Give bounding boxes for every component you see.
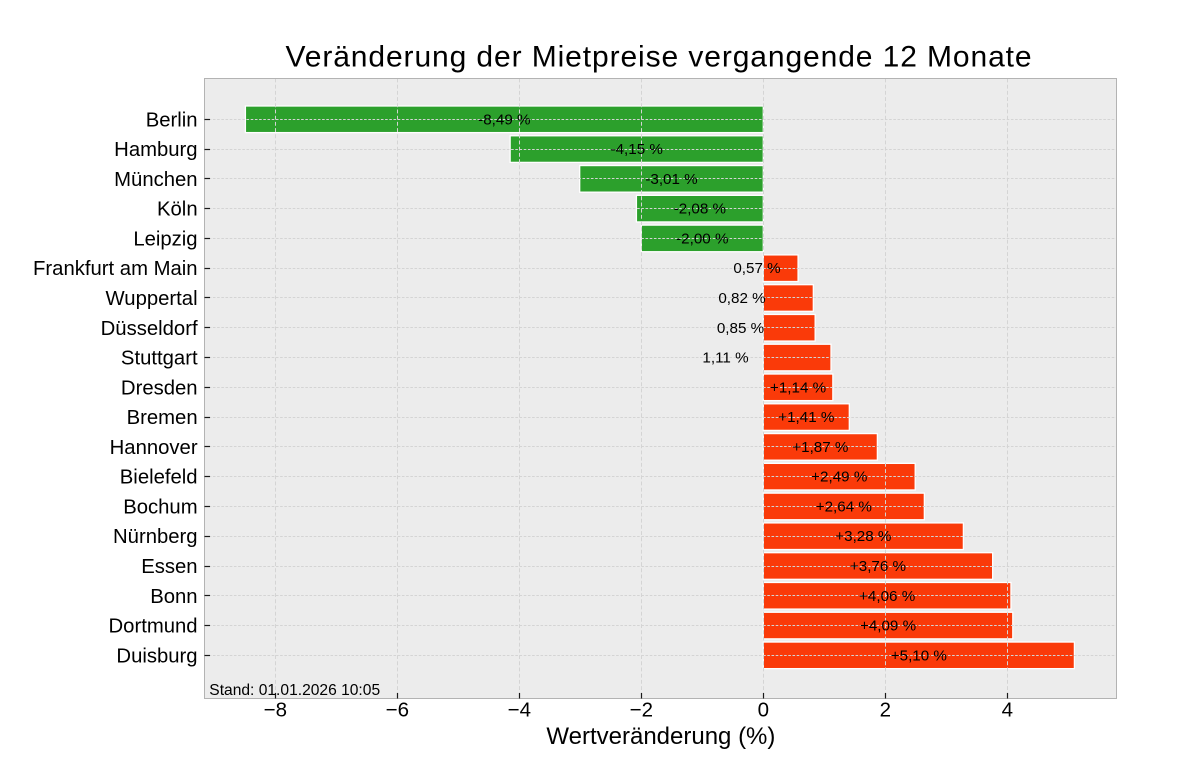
svg-text:+2,64 %: +2,64 % bbox=[816, 498, 872, 515]
svg-text:Bremen: Bremen bbox=[127, 407, 198, 429]
svg-text:+2,49 %: +2,49 % bbox=[811, 469, 867, 486]
svg-text:−6: −6 bbox=[386, 698, 409, 721]
svg-text:+4,06 %: +4,06 % bbox=[859, 588, 915, 605]
svg-text:Bochum: Bochum bbox=[123, 496, 197, 518]
svg-text:+5,10 %: +5,10 % bbox=[891, 647, 947, 664]
svg-text:Stand: 01.01.2026 10:05: Stand: 01.01.2026 10:05 bbox=[209, 682, 380, 699]
svg-text:Hamburg: Hamburg bbox=[114, 139, 197, 161]
svg-text:+3,76 %: +3,76 % bbox=[850, 558, 906, 575]
svg-text:-3,01 %: -3,01 % bbox=[645, 171, 697, 188]
svg-text:Wuppertal: Wuppertal bbox=[106, 288, 198, 310]
svg-text:−8: −8 bbox=[264, 698, 287, 721]
svg-text:Duisburg: Duisburg bbox=[116, 645, 197, 667]
svg-text:−2: −2 bbox=[630, 698, 653, 721]
svg-text:0,57 %: 0,57 % bbox=[733, 260, 780, 277]
svg-text:+4,09 %: +4,09 % bbox=[860, 618, 916, 635]
svg-text:Stuttgart: Stuttgart bbox=[121, 348, 198, 370]
svg-text:2: 2 bbox=[880, 698, 891, 721]
svg-text:4: 4 bbox=[1002, 698, 1013, 721]
svg-text:München: München bbox=[114, 169, 197, 191]
svg-text:Hannover: Hannover bbox=[110, 437, 198, 459]
svg-text:0,85 %: 0,85 % bbox=[717, 320, 764, 337]
svg-text:Wertveränderung (%): Wertveränderung (%) bbox=[546, 723, 775, 750]
svg-text:Leipzig: Leipzig bbox=[133, 228, 197, 250]
svg-text:Dresden: Dresden bbox=[121, 377, 198, 399]
svg-text:Berlin: Berlin bbox=[146, 109, 198, 131]
svg-text:1,11 %: 1,11 % bbox=[702, 350, 748, 367]
svg-text:+1,87 %: +1,87 % bbox=[792, 439, 848, 456]
svg-text:+1,14 %: +1,14 % bbox=[770, 379, 826, 396]
svg-text:+1,41 %: +1,41 % bbox=[778, 409, 834, 426]
svg-text:0: 0 bbox=[758, 698, 769, 721]
svg-text:-4,15 %: -4,15 % bbox=[611, 141, 663, 158]
svg-text:Veränderung der Mietpreise ver: Veränderung der Mietpreise vergangende 1… bbox=[285, 40, 1032, 73]
svg-text:0,82 %: 0,82 % bbox=[718, 290, 765, 307]
svg-text:Köln: Köln bbox=[157, 199, 198, 221]
svg-text:Nürnberg: Nürnberg bbox=[113, 526, 198, 548]
svg-text:-2,08 %: -2,08 % bbox=[674, 201, 726, 218]
svg-text:-2,00 %: -2,00 % bbox=[676, 230, 728, 247]
svg-text:Dortmund: Dortmund bbox=[109, 616, 198, 638]
svg-text:-8,49 %: -8,49 % bbox=[478, 111, 530, 128]
svg-text:+3,28 %: +3,28 % bbox=[835, 528, 891, 545]
svg-text:−4: −4 bbox=[508, 698, 531, 721]
svg-text:Bielefeld: Bielefeld bbox=[120, 467, 198, 489]
svg-text:Düsseldorf: Düsseldorf bbox=[101, 318, 198, 340]
svg-text:Bonn: Bonn bbox=[150, 586, 197, 608]
svg-text:Frankfurt am Main: Frankfurt am Main bbox=[33, 258, 198, 280]
svg-text:Essen: Essen bbox=[141, 556, 197, 578]
